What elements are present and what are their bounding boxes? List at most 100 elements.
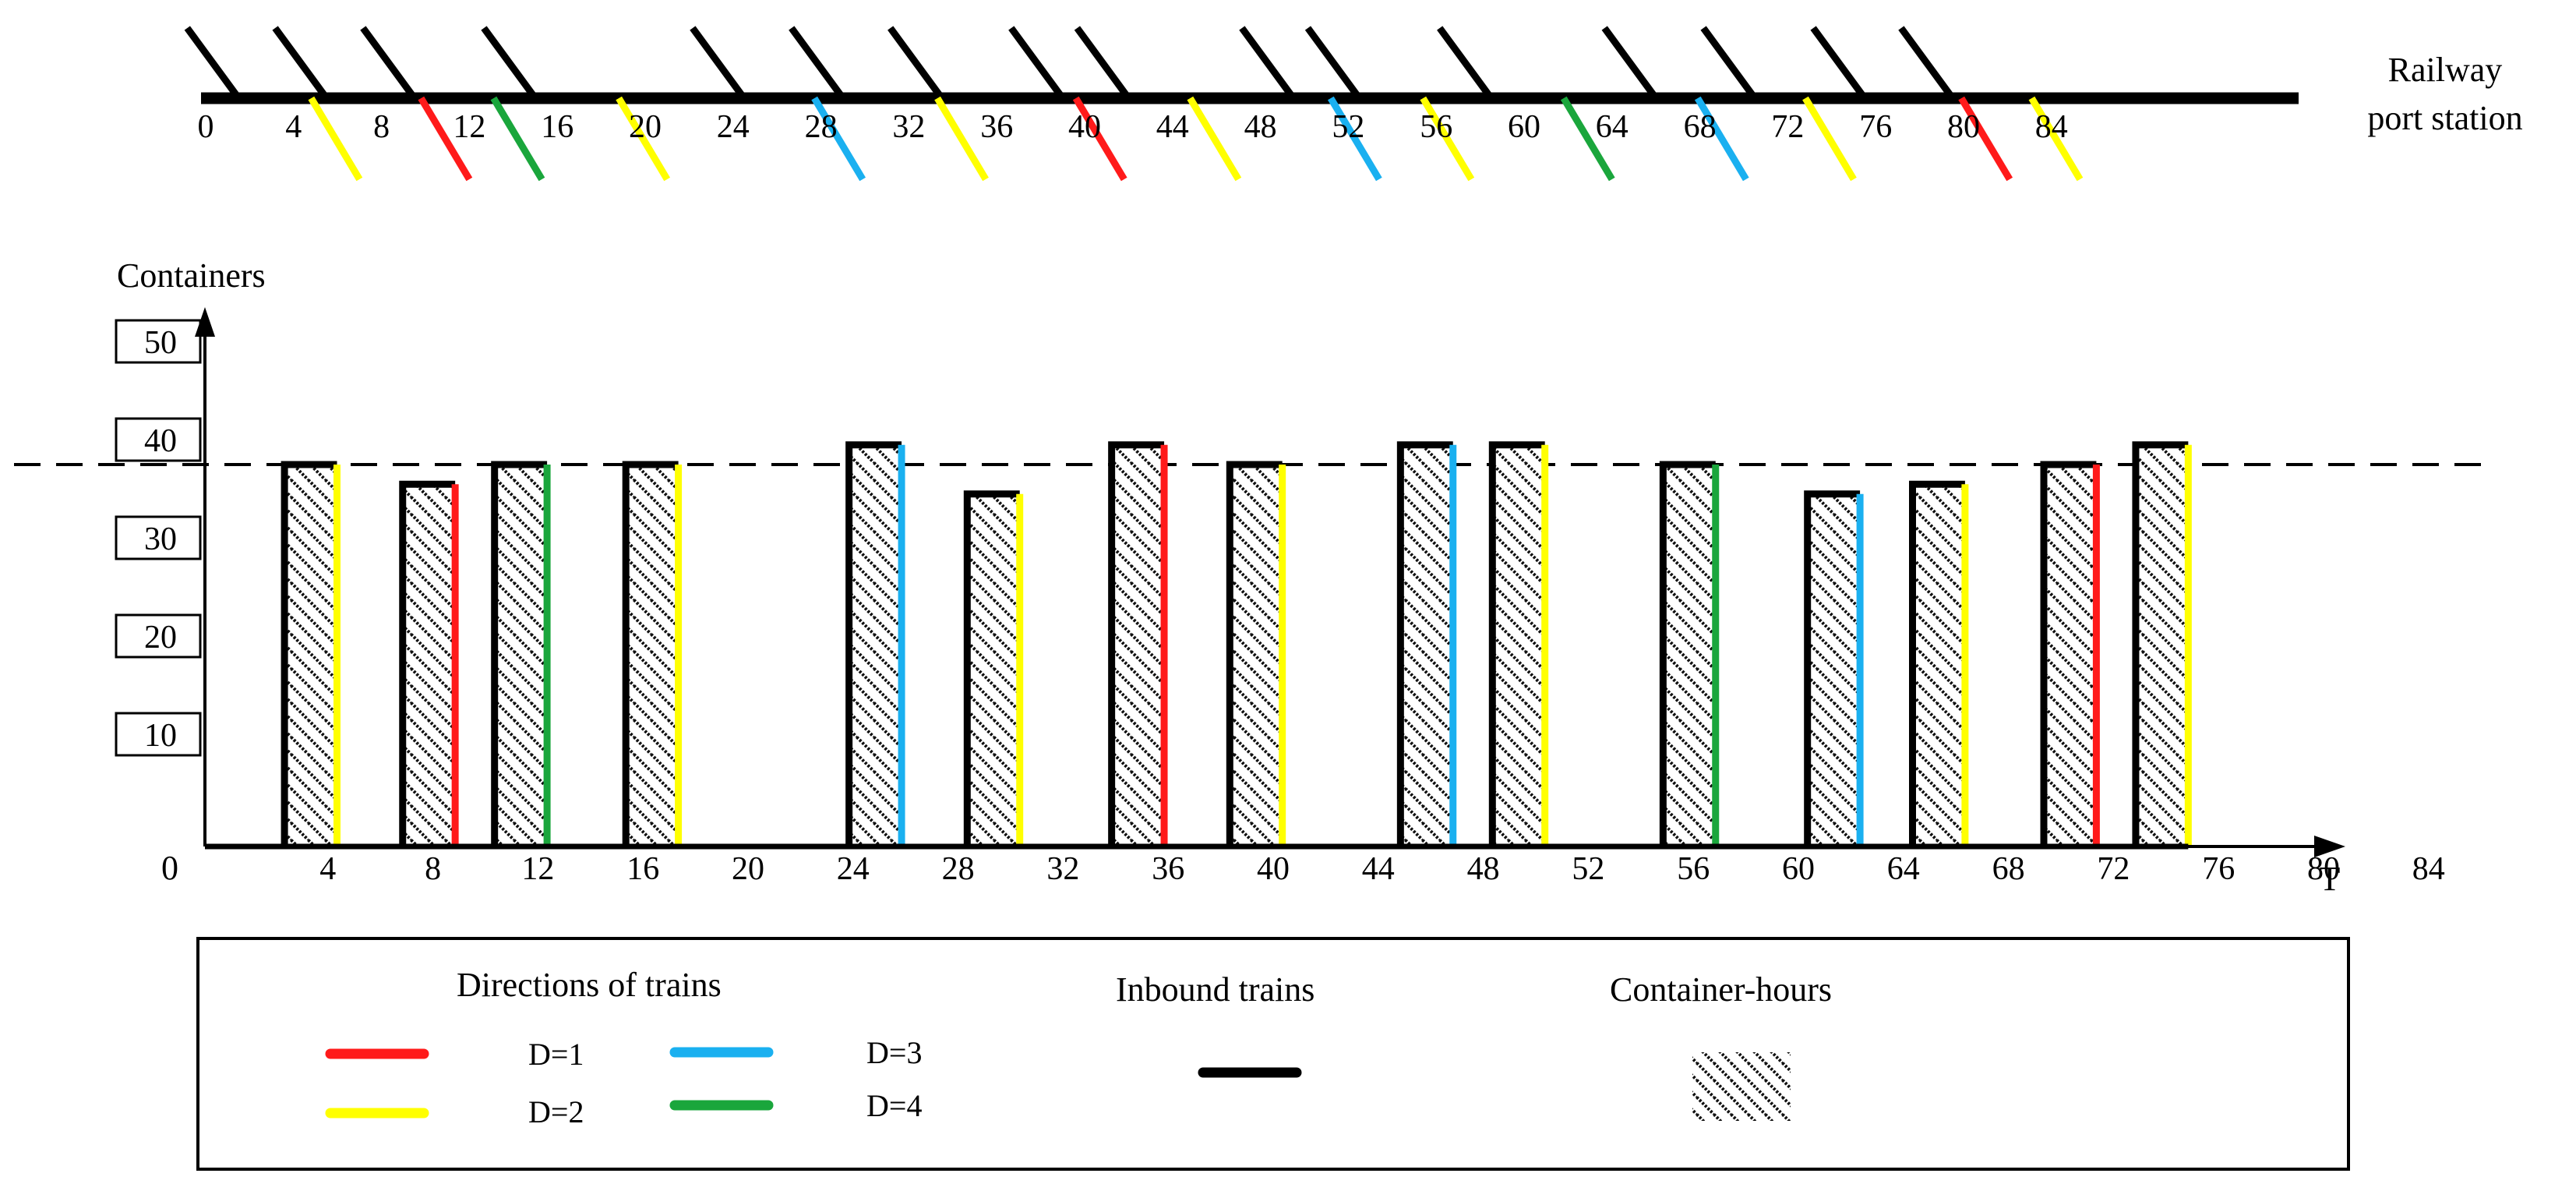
bar-inbound-edge-10 xyxy=(1659,461,1716,846)
departure-marker-5 xyxy=(934,96,989,182)
y-axis-arrow xyxy=(195,307,215,337)
timeline-tick-56: 56 xyxy=(1420,109,1452,145)
x-tick-24: 24 xyxy=(837,851,870,887)
bar-inbound-edge-14 xyxy=(2132,441,2189,846)
x-tick-52: 52 xyxy=(1572,851,1604,887)
timeline-tick-64: 64 xyxy=(1596,109,1629,145)
departure-marker-2 xyxy=(490,96,545,182)
bar-fill-14 xyxy=(2135,444,2189,846)
origin-label: 0 xyxy=(161,849,178,887)
legend-inbound-title: Inbound trains xyxy=(1116,970,1314,1009)
timeline-tick-48: 48 xyxy=(1244,109,1277,145)
timeline-label-line2: port station xyxy=(2367,99,2522,137)
departure-marker-0 xyxy=(308,96,363,182)
departure-marker-12 xyxy=(1802,96,1857,182)
x-tick-48: 48 xyxy=(1467,851,1500,887)
bar-fill-10 xyxy=(1663,465,1716,846)
departure-marker-11 xyxy=(1694,96,1749,182)
x-tick-12: 12 xyxy=(521,851,554,887)
bar-inbound-edge-4 xyxy=(845,441,902,846)
inbound-marker-5 xyxy=(789,26,846,101)
inbound-marker-13 xyxy=(1700,26,1758,101)
legend-container-hours-title: Container-hours xyxy=(1610,970,1832,1009)
x-tick-labels: 4 8 12 16 20 24 28 32 36 40 44 48 52 56 60 64 68 72 76 80 84 xyxy=(319,851,2445,887)
timeline-tick-80: 80 xyxy=(1947,109,1980,145)
bar-fill-11 xyxy=(1807,493,1861,846)
bar-fill-2 xyxy=(494,465,548,846)
x-tick-44: 44 xyxy=(1362,851,1395,887)
timeline-label-line1: Railway xyxy=(2388,51,2503,89)
x-tick-64: 64 xyxy=(1887,851,1920,887)
timeline-tick-52: 52 xyxy=(1332,109,1364,145)
y-tick-labels: 10 20 30 40 50 xyxy=(115,319,202,757)
inbound-marker-11 xyxy=(1437,26,1494,101)
inbound-marker-14 xyxy=(1810,26,1868,101)
x-tick-8: 8 xyxy=(425,851,441,887)
timeline-tick-0: 0 xyxy=(198,109,214,145)
departure-marker-14 xyxy=(2028,96,2084,182)
bar-inbound-edge-7 xyxy=(1226,461,1283,846)
bars xyxy=(281,441,2192,846)
bar-fill-5 xyxy=(967,493,1020,846)
y-tick-box-50 xyxy=(115,319,202,364)
bar-inbound-edge-6 xyxy=(1108,441,1165,846)
bar-fill-3 xyxy=(626,465,679,846)
inbound-marker-4 xyxy=(690,26,747,101)
bar-fill-7 xyxy=(1230,465,1283,846)
inbound-marker-6 xyxy=(887,26,945,101)
timeline-tick-40: 40 xyxy=(1068,109,1101,145)
bar-inbound-edge-12 xyxy=(1909,480,1965,846)
departure-marker-6 xyxy=(1072,96,1127,182)
x-tick-72: 72 xyxy=(2097,851,2130,887)
bar-inbound-edge-1 xyxy=(399,480,456,846)
inbound-marker-10 xyxy=(1304,26,1363,101)
bar-inbound-edge-0 xyxy=(281,461,337,846)
x-tick-60: 60 xyxy=(1782,851,1815,887)
inbound-marker-7 xyxy=(1008,26,1066,101)
x-tick-56: 56 xyxy=(1677,851,1710,887)
bar-inbound-edge-3 xyxy=(622,461,679,846)
inbound-marker-8 xyxy=(1074,26,1132,101)
x-axis-arrow xyxy=(2314,836,2345,857)
timeline-tick-12: 12 xyxy=(453,109,485,145)
bar-fill-4 xyxy=(849,444,902,846)
departure-marker-9 xyxy=(1420,96,1475,182)
legend-swatch-container-hours xyxy=(1692,1052,1791,1121)
timeline-tick-84: 84 xyxy=(2035,109,2068,145)
legend-box xyxy=(196,937,2350,1171)
timeline-tick-28: 28 xyxy=(805,109,838,145)
timeline-tick-16: 16 xyxy=(541,109,573,145)
y-tick-40: 40 xyxy=(144,423,177,459)
bar-fill-13 xyxy=(2044,465,2097,846)
legend-directions-title: Directions of trains xyxy=(457,966,722,1004)
x-tick-4: 4 xyxy=(319,851,336,887)
inbound-marker-15 xyxy=(1898,26,1956,101)
bar-inbound-edge-8 xyxy=(1396,441,1453,846)
legend-label-d1: D=1 xyxy=(528,1037,584,1072)
inbound-marker-0 xyxy=(184,26,242,101)
timeline-tick-32: 32 xyxy=(892,109,925,145)
bar-fill-9 xyxy=(1492,444,1545,846)
bar-inbound-edge-9 xyxy=(1488,441,1545,846)
x-tick-32: 32 xyxy=(1046,851,1079,887)
departure-marker-4 xyxy=(811,96,866,182)
y-tick-20: 20 xyxy=(144,620,177,656)
x-tick-36: 36 xyxy=(1152,851,1184,887)
bar-inbound-edge-11 xyxy=(1804,490,1861,846)
inbound-marker-3 xyxy=(481,26,538,101)
bar-inbound-edge-2 xyxy=(491,461,548,846)
departure-marker-10 xyxy=(1560,96,1615,182)
x-tick-68: 68 xyxy=(1992,851,2025,887)
bar-fill-1 xyxy=(402,484,456,846)
y-tick-10: 10 xyxy=(144,718,177,754)
bar-fill-6 xyxy=(1111,444,1165,846)
timeline-tick-68: 68 xyxy=(1684,109,1717,145)
x-tick-76: 76 xyxy=(2202,851,2235,887)
y-tick-box-40 xyxy=(115,417,202,462)
x-tick-80: 80 xyxy=(2307,851,2340,887)
timeline-inbound-markers xyxy=(184,26,1956,101)
timeline-tick-44: 44 xyxy=(1156,109,1189,145)
y-tick-box-30 xyxy=(115,515,202,560)
